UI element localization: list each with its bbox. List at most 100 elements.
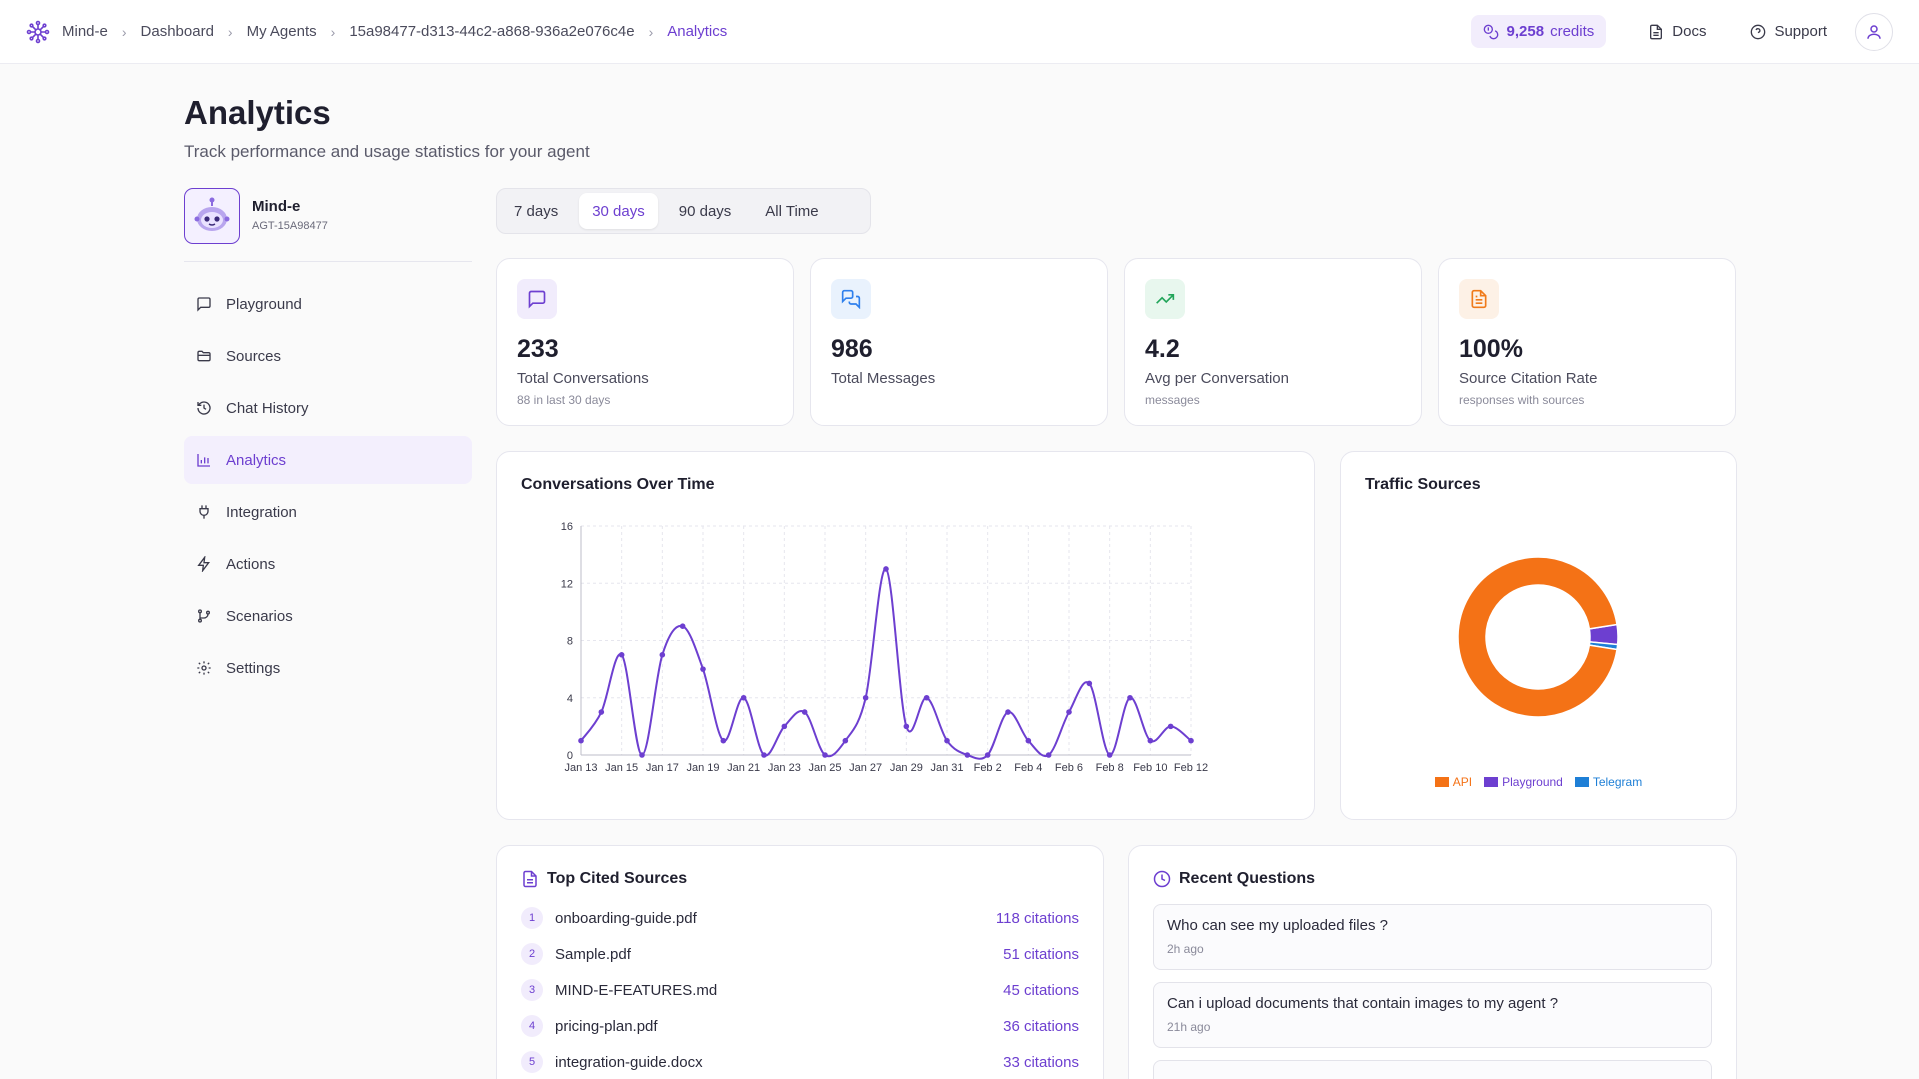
logo-icon[interactable]: [26, 20, 50, 44]
list-item[interactable]: 3 MIND-E-FEATURES.md 45 citations: [521, 972, 1079, 1008]
file-text-icon: [523, 870, 537, 888]
sidebar-item-label: Integration: [226, 503, 297, 521]
user-icon: [1867, 24, 1881, 39]
source-name: Sample.pdf: [555, 945, 631, 963]
page-subtitle: Track performance and usage statistics f…: [184, 142, 590, 161]
user-menu-button[interactable]: [1855, 12, 1893, 51]
sidebar-item-settings[interactable]: Settings: [184, 644, 472, 692]
stat-label: Total Conversations: [517, 370, 649, 387]
page-title: Analytics: [184, 94, 331, 131]
plug-icon: [199, 505, 209, 519]
legend-item-playground[interactable]: Playground: [1484, 775, 1563, 789]
stat-card-messages: 986 Total Messages: [810, 258, 1108, 426]
tab-all-time[interactable]: All Time: [765, 202, 819, 220]
series-line: [580, 567, 1192, 760]
citation-count: 36 citations: [1003, 1017, 1079, 1035]
tab-7-days[interactable]: 7 days: [514, 202, 559, 220]
questions-list: Who can see my uploaded files ? 2h ago C…: [1153, 904, 1712, 1079]
agent-meta: Mind-e AGT-15A98477: [252, 188, 328, 232]
pie-slice-api[interactable]: [1457, 556, 1618, 718]
trending-up-icon: [1145, 279, 1185, 319]
clock-icon: [1153, 870, 1171, 888]
stat-value: 4.2: [1145, 335, 1180, 363]
help-circle-icon: [1751, 24, 1766, 39]
source-name: pricing-plan.pdf: [555, 1017, 658, 1035]
sidebar-item-chat-history[interactable]: Chat History: [184, 384, 472, 432]
x-tick-label: Feb 8: [1096, 762, 1124, 774]
rank-badge: 1: [521, 907, 543, 929]
chevron-right-icon: ›: [648, 23, 654, 40]
sidebar-item-actions[interactable]: Actions: [184, 540, 472, 588]
question-item[interactable]: Can i upload documents that contain imag…: [1153, 982, 1712, 1048]
sidebar-item-label: Sources: [226, 347, 282, 365]
stat-sub: responses with sources: [1459, 393, 1585, 407]
credits-label: credits: [1550, 23, 1595, 40]
source-name: MIND-E-FEATURES.md: [555, 981, 718, 999]
data-point: [964, 752, 971, 758]
legend-item-api[interactable]: API: [1434, 775, 1472, 789]
data-point: [1167, 723, 1174, 730]
sidebar-item-label: Chat History: [226, 399, 309, 417]
data-point: [618, 652, 625, 658]
data-point: [801, 709, 808, 715]
support-link[interactable]: Support: [1750, 23, 1827, 40]
date-range-tabs: 7 days 30 days 90 days All Time: [496, 188, 871, 234]
breadcrumb-my-agents[interactable]: My Agents: [246, 23, 317, 40]
chart-legend: API Playground Telegram: [1341, 775, 1736, 789]
legend-label: Telegram: [1592, 775, 1643, 789]
sidebar-item-sources[interactable]: Sources: [184, 332, 472, 380]
sidebar-item-label: Settings: [226, 659, 281, 677]
legend-item-telegram[interactable]: Telegram: [1574, 775, 1643, 789]
breadcrumb-dashboard[interactable]: Dashboard: [140, 23, 214, 40]
data-point: [1106, 752, 1113, 758]
question-time: 2h ago: [1167, 942, 1204, 956]
tab-30-days[interactable]: 30 days: [579, 193, 658, 229]
x-tick-label: Jan 29: [890, 762, 923, 774]
legend-label: Playground: [1502, 775, 1563, 789]
x-tick-label: Jan 15: [605, 762, 638, 774]
conversations-chart-card: Conversations Over Time 0 4 8 12 16 Jan 13 Jan…: [496, 451, 1315, 820]
data-point: [1005, 709, 1011, 715]
sidebar-item-playground[interactable]: Playground: [184, 280, 472, 328]
chat-icon: [197, 297, 211, 312]
agent-id: AGT-15A98477: [252, 220, 328, 232]
question-item[interactable]: Who can see my uploaded files ? 2h ago: [1153, 904, 1712, 970]
sidebar-item-analytics[interactable]: Analytics: [184, 436, 472, 484]
traffic-sources-card: Traffic Sources API Playground Telegram: [1340, 451, 1737, 820]
gear-icon: [197, 661, 211, 675]
credits-badge[interactable]: 9,258 credits: [1470, 15, 1607, 48]
source-name: integration-guide.docx: [555, 1053, 703, 1071]
sidebar-item-label: Scenarios: [226, 607, 293, 625]
top-actions: 9,258 credits Docs Support: [1470, 12, 1893, 51]
x-tick-label: Jan 25: [808, 762, 841, 774]
data-point: [1066, 709, 1072, 715]
stat-label: Total Messages: [831, 370, 936, 387]
x-tick-label: Feb 6: [1055, 762, 1083, 774]
card-header: Recent Questions: [1153, 870, 1712, 888]
breadcrumb-agent-id[interactable]: 15a98477-d313-44c2-a868-936a2e076c4e: [349, 23, 635, 40]
data-point: [1025, 737, 1032, 744]
sidebar-item-scenarios[interactable]: Scenarios: [184, 592, 472, 640]
list-item[interactable]: 4 pricing-plan.pdf 36 citations: [521, 1008, 1079, 1044]
rank-badge: 4: [521, 1015, 543, 1037]
docs-link[interactable]: Docs: [1648, 23, 1706, 40]
coins-icon: [1483, 24, 1498, 39]
citation-count: 45 citations: [1003, 981, 1079, 999]
x-tick-label: Jan 19: [686, 762, 719, 774]
chart-title: Traffic Sources: [1365, 476, 1481, 493]
credits-value: 9,258: [1506, 23, 1545, 40]
breadcrumb-home[interactable]: Mind-e: [62, 23, 108, 40]
sidebar-item-integration[interactable]: Integration: [184, 488, 472, 536]
bolt-icon: [197, 556, 210, 572]
question-item[interactable]: [1153, 1060, 1712, 1079]
list-item[interactable]: 1 onboarding-guide.pdf 118 citations: [521, 900, 1079, 936]
list-item[interactable]: 2 Sample.pdf 51 citations: [521, 936, 1079, 972]
x-tick-label: Feb 12: [1174, 762, 1208, 774]
data-point: [862, 694, 869, 701]
list-item[interactable]: 5 integration-guide.docx 33 citations: [521, 1044, 1079, 1079]
y-tick-label: 0: [567, 750, 573, 762]
citation-count: 118 citations: [995, 909, 1079, 927]
support-label: Support: [1774, 23, 1827, 40]
data-point: [659, 652, 666, 658]
tab-90-days[interactable]: 90 days: [678, 202, 732, 220]
